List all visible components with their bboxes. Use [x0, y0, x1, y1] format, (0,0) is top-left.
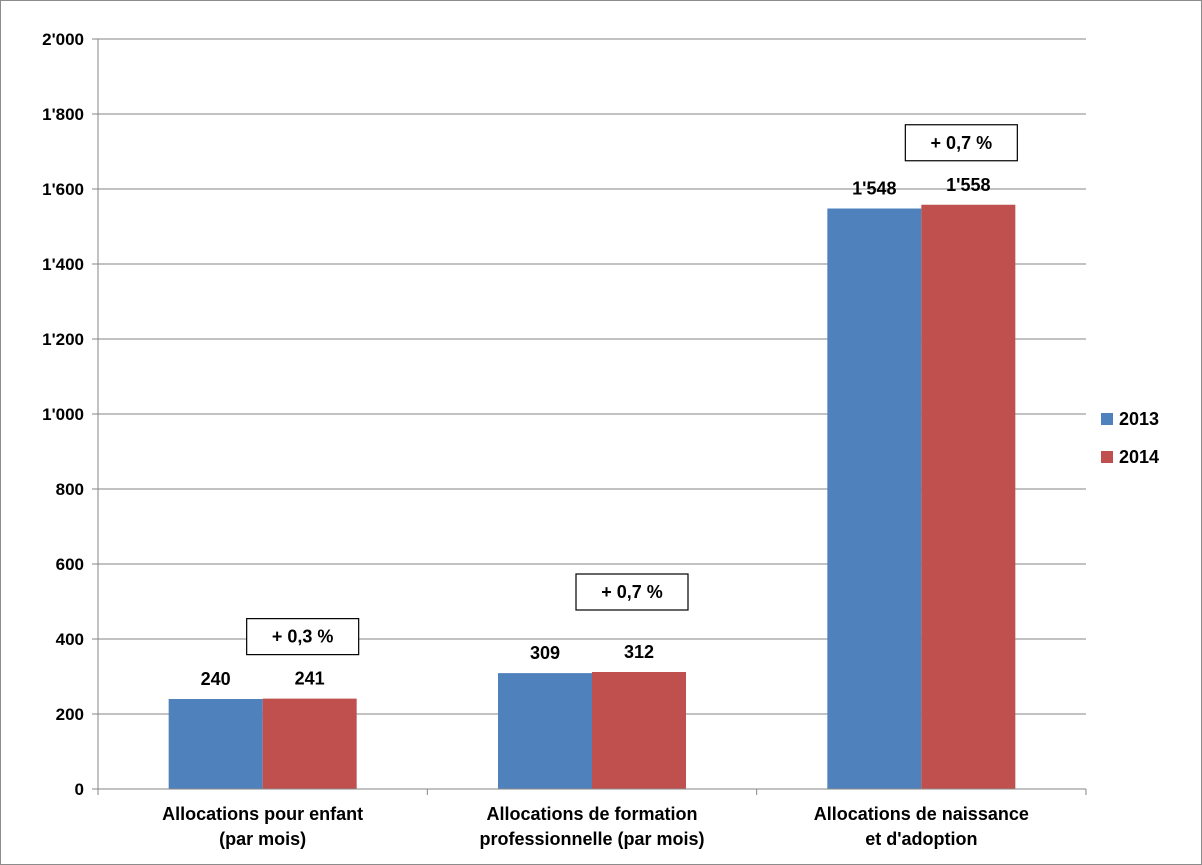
- x-category-label: Allocations pour enfant: [162, 804, 363, 824]
- legend-label: 2013: [1119, 409, 1159, 429]
- y-tick-label: 600: [56, 555, 84, 574]
- data-labels: 240 241 309 312 1'548 1'558: [201, 175, 991, 689]
- data-label: 1'558: [946, 175, 990, 195]
- y-tick-label: 2'000: [42, 30, 84, 49]
- data-label: 241: [295, 669, 325, 689]
- x-category-label: Allocations de naissance: [814, 804, 1029, 824]
- y-tick-label: 1'600: [42, 180, 84, 199]
- y-tick-label: 0: [75, 780, 84, 799]
- annotation-text: + 0,3 %: [272, 627, 334, 647]
- annotations: + 0,3 % + 0,7 % + 0,7 %: [246, 124, 1018, 656]
- legend-label: 2014: [1119, 447, 1159, 467]
- data-label: 309: [530, 643, 560, 663]
- y-tick-label: 200: [56, 705, 84, 724]
- data-label: 1'548: [852, 179, 896, 199]
- legend-swatch-2014: [1101, 451, 1113, 463]
- bar-2013: [168, 699, 263, 789]
- y-tick-label: 1'400: [42, 255, 84, 274]
- y-tick-label: 1'200: [42, 330, 84, 349]
- y-tick-label: 1'000: [42, 405, 84, 424]
- x-category-label: et d'adoption: [865, 829, 977, 849]
- annotation-text: + 0,7 %: [601, 582, 663, 602]
- data-label: 240: [201, 669, 231, 689]
- bar-2014: [921, 204, 1016, 789]
- y-tick-label: 1'800: [42, 105, 84, 124]
- data-label: 312: [624, 642, 654, 662]
- y-tick-labels: 0 200 400 600 800 1'000 1'200 1'400 1'600 1'800 2'…: [42, 30, 84, 799]
- annotation-text: + 0,7 %: [931, 133, 993, 153]
- y-tick-label: 400: [56, 630, 84, 649]
- legend-swatch-2013: [1101, 413, 1113, 425]
- x-category-label: Allocations de formation: [486, 804, 697, 824]
- axes: [92, 38, 1087, 795]
- bar-2014: [592, 672, 686, 789]
- bars: [168, 204, 1016, 789]
- x-category-label: professionnelle (par mois): [479, 829, 704, 849]
- y-tick-label: 800: [56, 480, 84, 499]
- x-category-labels: Allocations pour enfant (par mois) Allocat…: [162, 804, 1029, 849]
- annotation-box: [575, 573, 689, 611]
- legend: 2013 2014: [1101, 409, 1159, 467]
- x-category-label: (par mois): [219, 829, 306, 849]
- annotation-box: [246, 618, 360, 656]
- bar-2013: [498, 673, 592, 789]
- bar-2014: [262, 698, 357, 789]
- annotation-box: [904, 124, 1018, 162]
- bar-2013: [827, 208, 922, 789]
